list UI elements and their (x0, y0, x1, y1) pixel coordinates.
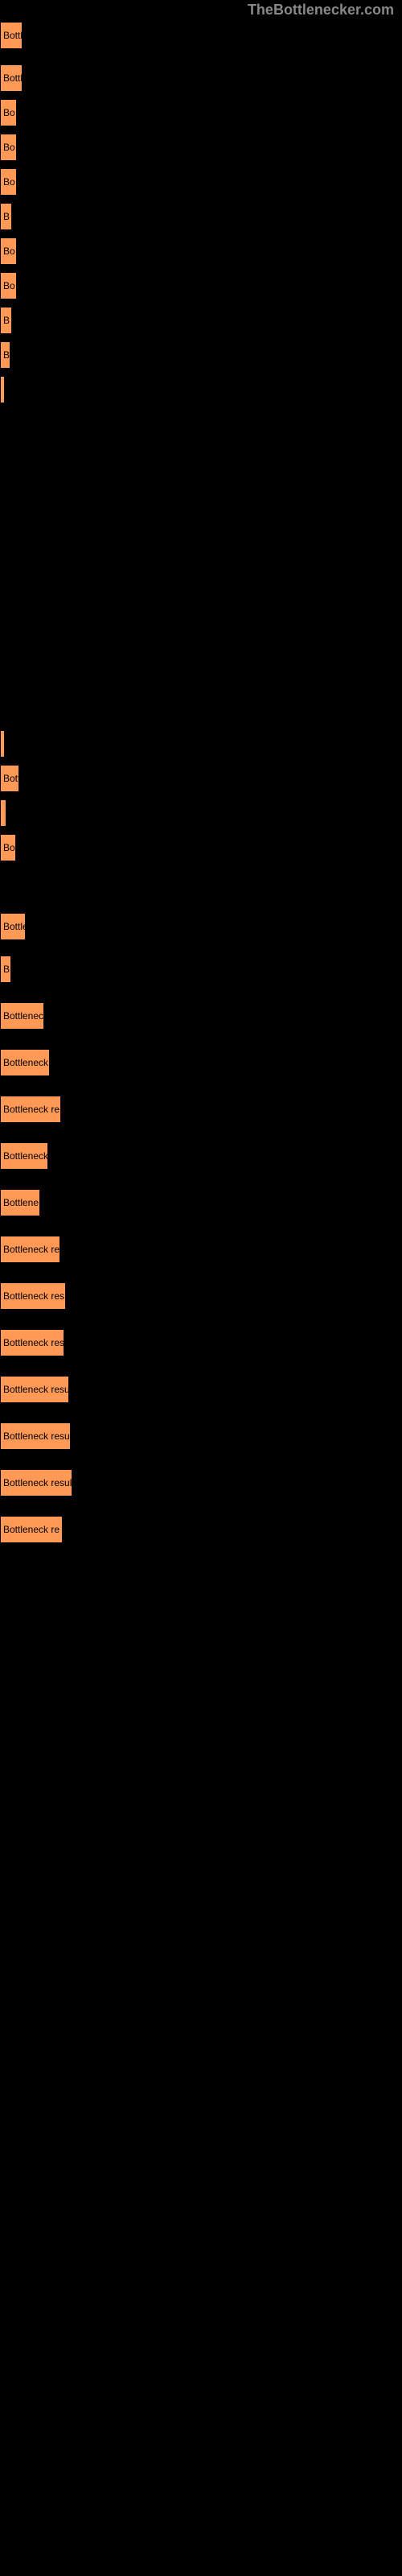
bar-label: Bo (3, 280, 15, 291)
chart-bar: Bott (0, 765, 19, 792)
chart-bar: Bottleneck resul (0, 1469, 72, 1496)
bar-label: Bott (3, 773, 19, 784)
chart-bar: B (0, 307, 12, 334)
bar-row: B (0, 305, 12, 336)
bar-row: Bottlene (0, 1187, 40, 1218)
bar-label: B (3, 964, 10, 975)
bar-label: Bottl (3, 72, 23, 84)
chart-bar: Bottlenec (0, 1002, 44, 1030)
bar-row (0, 374, 5, 405)
chart-bar (0, 730, 5, 758)
bar-label: Bottleneck resu (3, 1430, 70, 1442)
bar-label: B (3, 315, 10, 326)
chart-bar: Bottleneck resu (0, 1422, 71, 1450)
bar-row: Bottleneck re (0, 1234, 60, 1265)
chart-bar: Bottl (0, 22, 23, 49)
bar-row: Bottleneck re (0, 1094, 61, 1125)
chart-bar: Bottleneck re (0, 1096, 61, 1123)
bar-row: Bottleneck res (0, 1327, 64, 1358)
chart-bar: Bottleneck resu (0, 1376, 69, 1403)
bar-row: Bo (0, 270, 17, 301)
bar-row: Bo (0, 132, 17, 163)
bar-row (0, 798, 6, 828)
bar-row: Bottleneck res (0, 1281, 66, 1311)
bar-label: Bo (3, 246, 15, 257)
chart-bar: Bo (0, 237, 17, 265)
chart-bar: Bottl (0, 64, 23, 92)
bar-row: Bottleneck resu (0, 1374, 69, 1405)
bar-label: Bottl (3, 30, 23, 41)
bar-label: B (3, 211, 10, 222)
chart-bar: B (0, 956, 11, 983)
bar-row: Bo (0, 167, 17, 197)
chart-bar: Bottleneck re (0, 1516, 63, 1543)
bar-label: Bottleneck re (3, 1104, 59, 1115)
chart-bar: Bottleneck res (0, 1329, 64, 1356)
bar-label: Bottlenec (3, 1010, 43, 1022)
bar-label: Bottleneck resu (3, 1384, 69, 1395)
chart-bar: B (0, 203, 12, 230)
bar-row: B (0, 954, 11, 985)
bar-row: Bott (0, 763, 19, 794)
bar-label: Bo (3, 107, 15, 118)
chart-bar: Bottleneck (0, 1049, 50, 1076)
bar-label: Bottleneck res (3, 1337, 64, 1348)
bar-row: Bottle (0, 911, 26, 942)
bar-label: Bottleneck (3, 1150, 48, 1162)
bar-row: Bo (0, 832, 16, 863)
bar-row: Bottleneck (0, 1141, 48, 1171)
bar-label: Bottleneck (3, 1057, 48, 1068)
chart-bar: Bo (0, 834, 16, 861)
bar-row: Bo (0, 97, 17, 128)
chart-bar: Bottleneck res (0, 1282, 66, 1310)
bar-label: Bottle (3, 921, 26, 932)
bar-row: B (0, 340, 10, 370)
bar-label: Bottleneck re (3, 1244, 59, 1255)
bar-row: Bottl (0, 63, 23, 93)
chart-bar: Bottleneck re (0, 1236, 60, 1263)
watermark-text: TheBottlenecker.com (248, 2, 394, 19)
bar-row: Bottleneck resu (0, 1421, 71, 1451)
bar-row: Bottleneck re (0, 1514, 63, 1545)
bar-label: Bo (3, 142, 15, 153)
chart-bar: Bo (0, 134, 17, 161)
bar-row: Bo (0, 236, 17, 266)
bar-label: Bo (3, 176, 15, 188)
chart-bar: Bo (0, 272, 17, 299)
chart-bar: Bottlene (0, 1189, 40, 1216)
bar-row: Bottlenec (0, 1001, 44, 1031)
chart-bar (0, 799, 6, 827)
chart-bar: Bo (0, 168, 17, 196)
chart-bar: B (0, 341, 10, 369)
bar-row: Bottleneck resul (0, 1468, 72, 1498)
bar-row: Bottl (0, 20, 23, 51)
bar-label: Bottleneck res (3, 1290, 64, 1302)
bar-label: B (3, 349, 10, 361)
bar-row: B (0, 201, 12, 232)
chart-bar: Bo (0, 99, 17, 126)
bar-label: Bo (3, 842, 15, 853)
chart-bar: Bottle (0, 913, 26, 940)
bar-label: Bottleneck resul (3, 1477, 72, 1488)
bar-row: Bottleneck (0, 1047, 50, 1078)
bar-row (0, 729, 5, 759)
chart-bar (0, 376, 5, 403)
bar-label: Bottleneck re (3, 1524, 59, 1535)
bar-label: Bottlene (3, 1197, 39, 1208)
chart-bar: Bottleneck (0, 1142, 48, 1170)
